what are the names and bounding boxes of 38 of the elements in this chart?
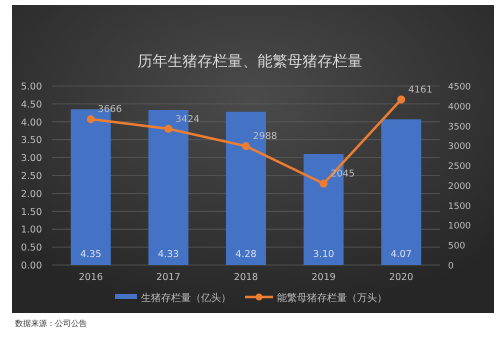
y2-tick-label: 3500	[448, 122, 472, 132]
y-tick-label: 4.50	[20, 99, 42, 110]
data-label: 3.10	[313, 249, 334, 260]
data-label: 4.28	[235, 249, 257, 260]
x-tick-label: 2019	[312, 272, 336, 283]
y2-tick-label: 2000	[448, 182, 472, 192]
x-tick-label: 2017	[156, 272, 180, 283]
y-tick-label: 2.50	[20, 171, 42, 182]
y-tick-label: 5.00	[20, 82, 42, 92]
x-tick-label: 2018	[234, 272, 258, 283]
y-tick-label: 4.00	[20, 117, 42, 128]
data-label: 4.07	[390, 249, 412, 260]
data-label: 4161	[408, 84, 432, 96]
y2-tick-label: 3000	[448, 142, 472, 152]
y-tick-label: 2.00	[20, 188, 42, 200]
y-tick-label: 3.00	[20, 153, 42, 164]
y2-tick-label: 500	[448, 242, 466, 252]
y2-tick-label: 4000	[448, 102, 472, 112]
y2-tick-label: 0	[448, 262, 454, 272]
source-note: 数据来源：公司公告	[15, 319, 87, 328]
x-tick-label: 2020	[389, 272, 414, 283]
y2-tick-label: 1500	[448, 202, 472, 212]
data-label: 4.33	[158, 249, 179, 260]
x-tick-label: 2016	[78, 272, 103, 283]
y-tick-label: 1.00	[20, 224, 42, 236]
legend-label: 生猪存栏量（亿头）	[141, 292, 231, 304]
y-tick-label: 3.50	[20, 135, 42, 146]
chart-title: 历年生猪存栏量、能繁母猪存栏量	[138, 52, 362, 70]
legend-label: 能繁母猪存栏量（万头）	[277, 292, 387, 304]
y2-tick-label: 2500	[448, 162, 472, 172]
y2-tick-label: 1000	[448, 222, 472, 232]
y-tick-label: 1.50	[20, 206, 42, 218]
y-tick-label: 0.50	[20, 242, 42, 254]
y2-tick-label: 4500	[448, 82, 472, 92]
data-label: 3666	[98, 104, 122, 116]
data-label: 2045	[330, 168, 355, 180]
y-tick-label: 0.00	[20, 260, 42, 272]
data-label: 4.35	[80, 249, 102, 260]
